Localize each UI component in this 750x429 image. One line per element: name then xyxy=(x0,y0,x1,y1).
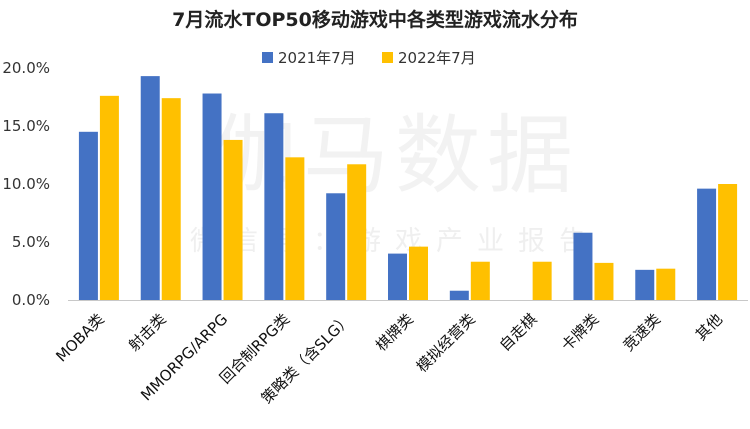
watermark-subtitle: 微信号：游戏产业报告 xyxy=(190,226,600,257)
bar-2022-item xyxy=(656,268,676,300)
legend-label-2022: 2022年7月 xyxy=(398,49,476,67)
bar-2021-item xyxy=(635,269,655,300)
y-tick-label: 10.0% xyxy=(2,175,50,193)
bar-2021-item xyxy=(697,188,717,300)
bar-2022-mmorpg-arpg xyxy=(223,139,243,300)
x-tick-label: 卡牌类 xyxy=(558,310,603,355)
y-tick-label: 15.0% xyxy=(2,117,50,135)
legend-swatch-2021 xyxy=(262,52,273,63)
bar-2022-item xyxy=(718,184,738,300)
bar-2022-item xyxy=(161,98,181,300)
bar-2022-rpg xyxy=(285,157,305,300)
legend-swatch-2022 xyxy=(382,52,393,63)
y-tick-label: 5.0% xyxy=(12,233,50,251)
bar-2021-mmorpg-arpg xyxy=(202,93,222,301)
bar-2021-item xyxy=(388,253,407,300)
bar-2021-item xyxy=(449,290,469,300)
bar-2021-item xyxy=(573,232,593,300)
y-tick-label: 20.0% xyxy=(2,59,50,77)
bar-2021-slg xyxy=(326,193,346,300)
x-tick-label: 其他 xyxy=(692,310,726,344)
x-tick-label: 自走棋 xyxy=(496,310,541,355)
x-tick-label: MOBA类 xyxy=(52,310,107,365)
bar-2022-item xyxy=(470,261,490,300)
chart-title: 7月流水TOP50移动游戏中各类型游戏流水分布 xyxy=(172,8,578,31)
bar-2022-item xyxy=(594,262,614,300)
bar-2022-slg xyxy=(347,164,367,300)
x-tick-label: 棋牌类 xyxy=(372,310,417,355)
bar-2022-item xyxy=(409,246,428,300)
y-tick-label: 0.0% xyxy=(12,291,50,309)
x-tick-label: 模拟经营类 xyxy=(413,310,479,376)
x-tick-label: 射击类 xyxy=(125,310,170,355)
legend-label-2021: 2021年7月 xyxy=(278,49,356,67)
x-tick-label: 竞速类 xyxy=(620,310,665,355)
y-axis: 0.0% 5.0% 10.0% 15.0% 20.0% xyxy=(2,59,50,309)
legend: 2021年7月 2022年7月 xyxy=(262,49,476,67)
bars xyxy=(78,76,738,301)
bar-2022-moba xyxy=(99,95,119,300)
bar-2021-rpg xyxy=(264,113,284,301)
bar-2021-moba xyxy=(78,131,98,300)
bar-2022-item xyxy=(532,261,552,300)
bar-2021-item xyxy=(140,76,160,301)
